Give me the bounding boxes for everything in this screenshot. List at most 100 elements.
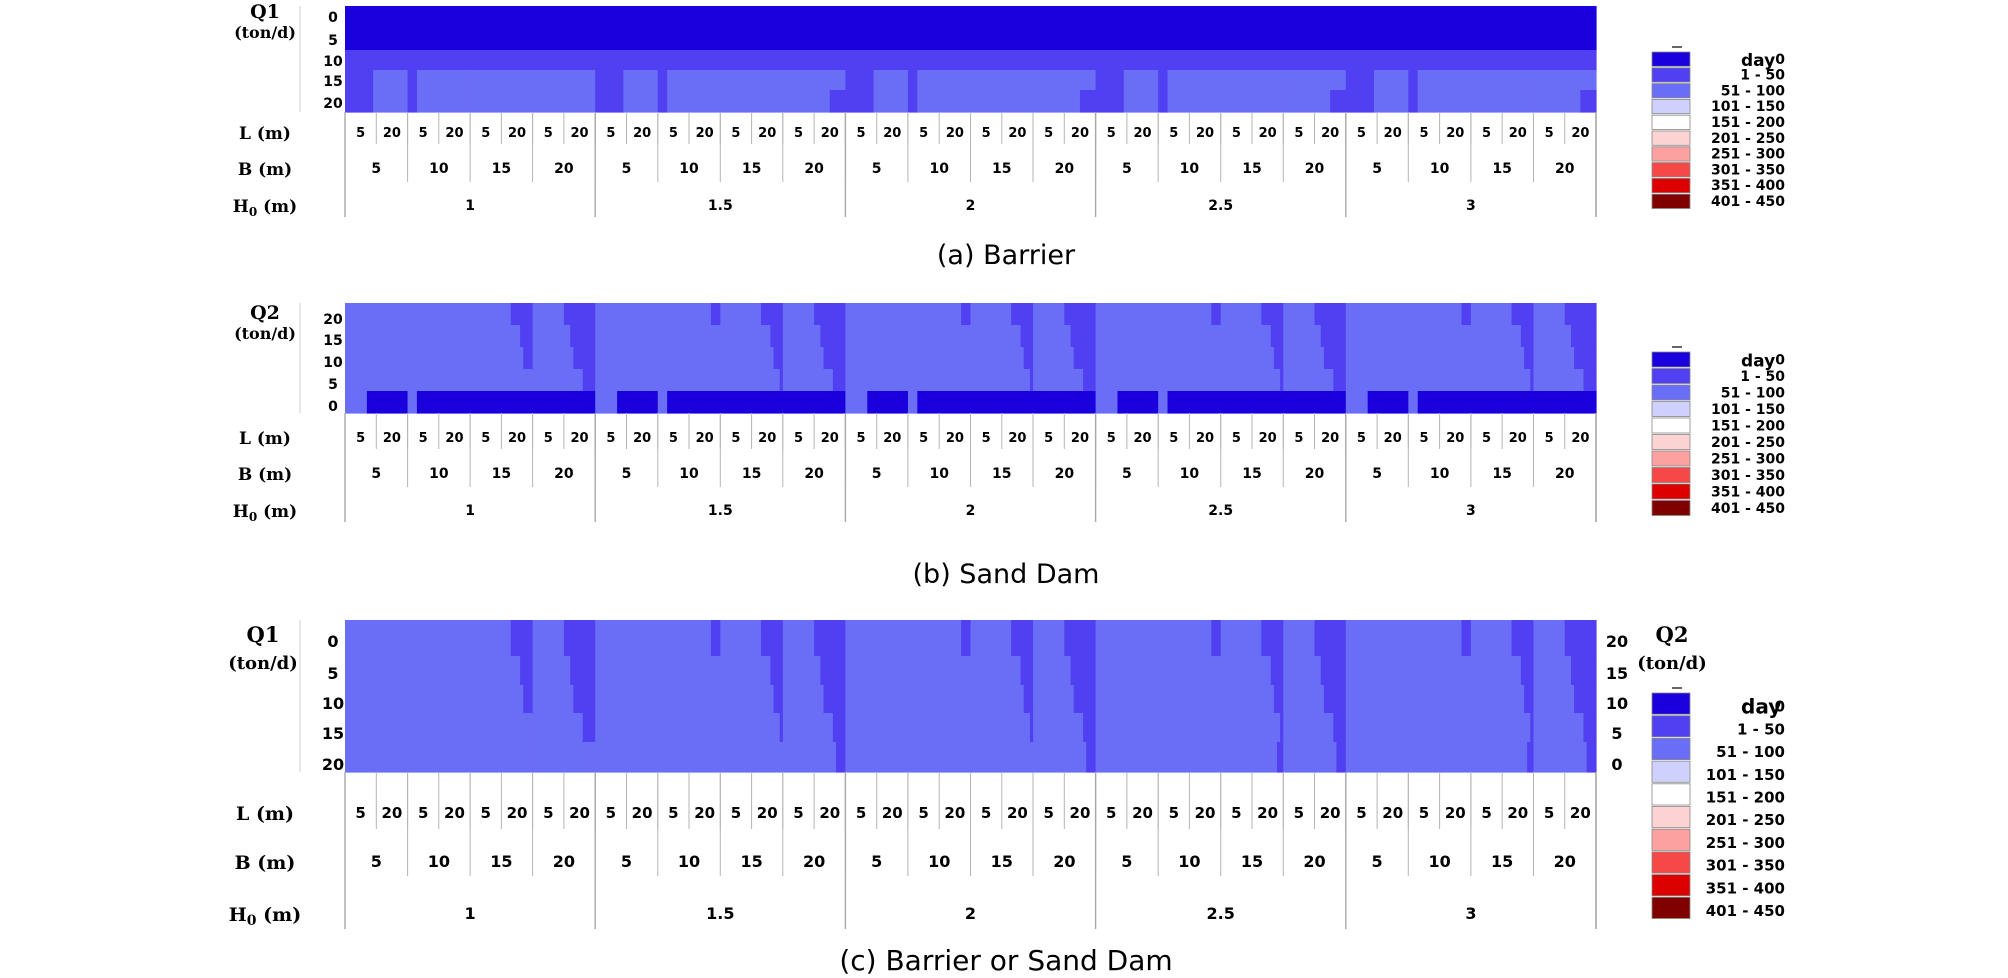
x-l-tick-label: 5 <box>419 126 428 141</box>
legend-swatch <box>1651 738 1691 761</box>
x-b-axis-label: B (m) <box>238 465 292 485</box>
x-h-tick-label: 3 <box>1465 904 1476 923</box>
x-b-tick-label: 20 <box>1303 852 1325 871</box>
x-l-tick-label: 5 <box>1169 126 1178 141</box>
heatmap-cell <box>1333 369 1347 392</box>
x-l-tick-label: 20 <box>445 126 463 141</box>
x-l-tick-label: 20 <box>507 804 528 822</box>
heatmap-cell <box>710 620 721 657</box>
panel-caption: (c) Barrier or Sand Dam <box>839 944 1172 977</box>
x-l-axis-label: L (m) <box>239 124 291 144</box>
legend-label: 0 <box>1775 353 1785 369</box>
heatmap-cell <box>845 713 1031 743</box>
heatmap-cell <box>1158 90 1169 113</box>
heatmap-cell <box>520 656 534 686</box>
x-l-tick-label: 20 <box>1446 126 1464 141</box>
legend-swatch <box>1651 146 1691 162</box>
legend-label: 151 - 200 <box>1711 115 1785 131</box>
heatmap-cell <box>1533 620 1566 657</box>
x-l-tick-label: 5 <box>1043 804 1053 822</box>
heatmap-cell <box>1580 90 1597 113</box>
x-b-tick-label: 10 <box>929 161 949 177</box>
heatmap-cell <box>1283 713 1334 743</box>
heatmap-cell <box>1345 347 1525 370</box>
x-l-tick-label: 20 <box>1509 431 1527 446</box>
x-l-tick-label: 5 <box>1169 804 1179 822</box>
heatmap-cell <box>814 620 847 657</box>
heatmap-cell <box>1095 70 1125 91</box>
heatmap-cell <box>563 620 596 657</box>
x-b-tick-label: 5 <box>872 161 882 177</box>
legend-swatch <box>1651 368 1691 384</box>
heatmap-cell <box>1417 90 1535 113</box>
y-tick-label: 10 <box>323 355 343 371</box>
heatmap-cell <box>570 325 596 348</box>
heatmap-cell <box>595 685 775 714</box>
x-l-tick-label: 20 <box>571 431 589 446</box>
legend-swatch <box>1651 500 1691 516</box>
heatmap-cell <box>832 713 846 743</box>
heatmap-cell <box>779 369 784 392</box>
heatmap-cell <box>595 620 712 657</box>
x-b-tick-label: 5 <box>622 466 632 482</box>
heatmap-cell <box>407 90 418 113</box>
x-b-tick-label: 20 <box>1554 852 1576 871</box>
heatmap-cell <box>845 742 1087 773</box>
x-h-tick-label: 1.5 <box>708 198 733 214</box>
heatmap-cell <box>595 90 624 113</box>
heatmap-cell <box>1283 685 1325 714</box>
heatmap-cell <box>1095 391 1119 414</box>
heatmap-cell <box>1033 713 1084 743</box>
x-h-tick-label: 1.5 <box>708 503 733 519</box>
x-h-tick-label: 2 <box>965 904 976 923</box>
x-l-tick-label: 5 <box>1294 804 1304 822</box>
x-b-tick-label: 10 <box>928 852 950 871</box>
legend-label: 201 - 250 <box>1711 435 1785 451</box>
heatmap-cell <box>595 303 712 326</box>
heatmap-cell <box>1273 347 1284 370</box>
legend-label: 301 - 350 <box>1711 468 1785 484</box>
legend-swatch <box>1651 783 1691 806</box>
x-l-tick-label: 20 <box>1571 431 1589 446</box>
heatmap-cell <box>1373 70 1409 91</box>
legend-swatch <box>1651 177 1691 194</box>
x-b-tick-label: 10 <box>1178 852 1200 871</box>
heatmap-cell <box>407 70 418 91</box>
heatmap-cell <box>657 391 668 414</box>
heatmap-cell <box>760 620 784 657</box>
heatmap-cell <box>1511 620 1535 657</box>
heatmap-cell <box>917 90 1081 113</box>
y-tick-label: 15 <box>323 74 342 90</box>
legend-label: 1 - 50 <box>1737 720 1785 738</box>
heatmap-cell <box>345 391 368 414</box>
legend-swatch <box>1651 193 1691 209</box>
heatmap-cell <box>532 325 571 348</box>
heatmap-cell <box>1033 620 1065 657</box>
x-b-tick-label: 15 <box>742 161 761 177</box>
heatmap-cell <box>1095 347 1275 370</box>
legend-swatch <box>1651 67 1691 83</box>
legend-swatch <box>1651 450 1691 467</box>
x-l-tick-label: 20 <box>1008 126 1026 141</box>
legend-swatch <box>1651 114 1691 130</box>
x-b-tick-label: 5 <box>371 466 381 482</box>
x-h-axis-label-sub: 0 <box>249 510 257 524</box>
heatmap-cell <box>532 713 584 743</box>
legend-label: 251 - 300 <box>1711 452 1785 468</box>
x-l-tick-label: 5 <box>1169 431 1178 446</box>
heatmap-cell <box>782 620 815 657</box>
heatmap-cell <box>1408 70 1419 91</box>
heatmap-cell <box>1345 656 1522 686</box>
heatmap-cell <box>1533 656 1572 686</box>
x-b-tick-label: 10 <box>1180 161 1200 177</box>
heatmap-cell <box>1320 656 1347 686</box>
x-l-tick-label: 20 <box>1384 431 1402 446</box>
heatmap-cell <box>1511 303 1535 326</box>
heatmap-cell <box>523 347 534 370</box>
heatmap-cell <box>1530 369 1535 392</box>
y-right-axis-label: Q2 <box>1656 622 1689 647</box>
x-l-tick-label: 5 <box>856 804 866 822</box>
heatmap-cell <box>1345 303 1463 326</box>
